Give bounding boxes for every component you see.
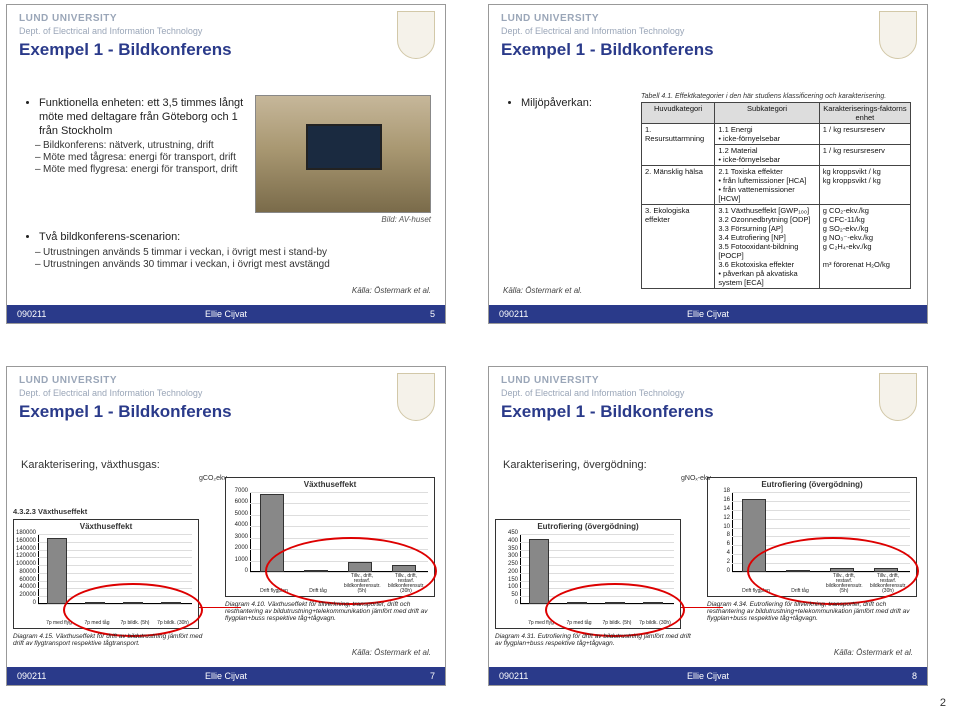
footer-page: 5 <box>430 309 435 319</box>
table-cell: 1.2 Material • icke-förnyelsebar <box>715 145 819 166</box>
footer-date: 090211 <box>499 671 528 681</box>
university-logo <box>397 373 435 421</box>
slide-title: Exempel 1 - Bildkonferens <box>501 40 915 60</box>
conference-photo <box>255 95 431 213</box>
footer-page: 7 <box>430 671 435 681</box>
footer-author: Ellie Cijvat <box>489 309 927 319</box>
slide-title: Exempel 1 - Bildkonferens <box>501 402 915 422</box>
impact-table: Huvudkategori Subkategori Karakteriserin… <box>641 102 911 289</box>
university-label: LUND UNIVERSITY <box>19 13 433 24</box>
footer-date: 090211 <box>499 309 528 319</box>
slide-footer: 090211 Ellie Cijvat 7 <box>7 667 445 685</box>
slide-body: Karakterisering, övergödning: Eutrofieri… <box>489 455 927 661</box>
department-label: Dept. of Electrical and Information Tech… <box>501 26 915 36</box>
slide-footer: 090211 Ellie Cijvat 8 <box>489 667 927 685</box>
table-cell: 3. Ekologiska effekter <box>642 205 715 289</box>
sub-bullet: Utrustningen används 30 timmar i veckan,… <box>35 259 401 270</box>
chart-title: Eutrofiering (övergödning) <box>708 480 916 489</box>
footer-date: 090211 <box>17 309 46 319</box>
university-label: LUND UNIVERSITY <box>501 13 915 24</box>
chart-caption: Diagram 4.10. Växthuseffekt för tillverk… <box>225 601 435 622</box>
chart-title: Växthuseffekt <box>14 522 198 531</box>
bullet: Två bildkonferens-scenarion: <box>39 231 401 245</box>
table-cell: g CO₂-ekv./kg g CFC-11/kg g SO₂-ekv./kg … <box>819 205 910 289</box>
slide-footer: 090211 Ellie Cijvat 5 <box>7 305 445 323</box>
sub-bullet: Möte med tågresa: energi för transport, … <box>35 152 247 163</box>
slide-footer: 090211 Ellie Cijvat 6 <box>489 305 927 323</box>
y-axis-label: gNOₓ-ekv <box>681 475 711 482</box>
table-caption: Tabell 4.1. Effektkategorier i den här s… <box>641 93 919 100</box>
bullet: Miljöpåverkan: <box>521 97 643 111</box>
chart-title: Växthuseffekt <box>226 480 434 489</box>
table-cell: 1.1 Energi • icke-förnyelsebar <box>715 124 819 145</box>
footer-author: Ellie Cijvat <box>7 671 445 681</box>
slide-8: LUND UNIVERSITY Dept. of Electrical and … <box>488 366 928 686</box>
subtitle: Karakterisering, växthusgas: <box>21 459 431 471</box>
slide-body: Karakterisering, växthusgas: Växthuseffe… <box>7 455 445 661</box>
photo-caption: Bild: AV-huset <box>381 215 431 224</box>
source-label: Källa: Östermark et al. <box>352 286 431 295</box>
department-label: Dept. of Electrical and Information Tech… <box>19 26 433 36</box>
chart-caption: Diagram 4.15. Växthuseffekt för drift av… <box>13 633 213 647</box>
table-head: Karakteriserings-faktorns enhet <box>819 103 910 124</box>
department-label: Dept. of Electrical and Information Tech… <box>501 388 915 398</box>
table-cell: 1 / kg resursreserv <box>819 145 910 166</box>
university-logo <box>879 373 917 421</box>
page-number: 2 <box>940 697 946 709</box>
chart-title: Eutrofiering (övergödning) <box>496 522 680 531</box>
department-label: Dept. of Electrical and Information Tech… <box>19 388 433 398</box>
highlight-oval <box>545 583 685 637</box>
table-cell: 3.1 Växthuseffekt [GWP₁₀₀] 3.2 Ozonnedbr… <box>715 205 819 289</box>
chart-caption: Diagram 4.31. Eutrofiering för drift av … <box>495 633 695 647</box>
source-label: Källa: Östermark et al. <box>503 286 582 295</box>
source-label: Källa: Östermark et al. <box>834 648 913 657</box>
highlight-oval <box>265 537 437 605</box>
university-label: LUND UNIVERSITY <box>19 375 433 386</box>
subtitle: Karakterisering, övergödning: <box>503 459 913 471</box>
table-head: Huvudkategori <box>642 103 715 124</box>
university-logo <box>879 11 917 59</box>
sub-bullet: Utrustningen används 5 timmar i veckan, … <box>35 247 401 258</box>
connector-line <box>681 607 723 608</box>
university-logo <box>397 11 435 59</box>
chart-caption: Diagram 4.34. Eutrofiering för tillverkn… <box>707 601 917 622</box>
connector-line <box>199 607 241 608</box>
slide-title: Exempel 1 - Bildkonferens <box>19 402 433 422</box>
footer-date: 090211 <box>17 671 46 681</box>
slide-5: LUND UNIVERSITY Dept. of Electrical and … <box>6 4 446 324</box>
slide-6: LUND UNIVERSITY Dept. of Electrical and … <box>488 4 928 324</box>
y-axis-label: gCO₂ekv <box>199 475 227 482</box>
highlight-oval <box>63 583 203 637</box>
slide-header: LUND UNIVERSITY Dept. of Electrical and … <box>489 367 927 455</box>
slide-body: Funktionella enheten: ett 3,5 timmes lån… <box>7 93 445 299</box>
university-label: LUND UNIVERSITY <box>501 375 915 386</box>
table-head: Subkategori <box>715 103 819 124</box>
table-cell: 2.1 Toxiska effekter • från luftemission… <box>715 166 819 205</box>
slide-header: LUND UNIVERSITY Dept. of Electrical and … <box>7 5 445 93</box>
section-heading: 4.3.2.3 Växthuseffekt <box>13 507 87 516</box>
table-cell: 1. Resursuttarmning <box>642 124 715 166</box>
bullet: Funktionella enheten: ett 3,5 timmes lån… <box>39 97 247 138</box>
source-label: Källa: Östermark et al. <box>352 648 431 657</box>
footer-author: Ellie Cijvat <box>7 309 445 319</box>
sub-bullet: Möte med flygresa: energi för transport,… <box>35 164 247 175</box>
table-cell: 2. Mänsklig hälsa <box>642 166 715 205</box>
slide-header: LUND UNIVERSITY Dept. of Electrical and … <box>489 5 927 93</box>
footer-author: Ellie Cijvat <box>489 671 927 681</box>
slide-7: LUND UNIVERSITY Dept. of Electrical and … <box>6 366 446 686</box>
highlight-oval <box>747 537 919 605</box>
slide-title: Exempel 1 - Bildkonferens <box>19 40 433 60</box>
table-cell: 1 / kg resursreserv <box>819 124 910 145</box>
slide-header: LUND UNIVERSITY Dept. of Electrical and … <box>7 367 445 455</box>
sub-bullet: Bildkonferens: nätverk, utrustning, drif… <box>35 140 247 151</box>
table-cell: kg kroppsvikt / kg kg kroppsvikt / kg <box>819 166 910 205</box>
footer-page: 8 <box>912 671 917 681</box>
slide-body: Miljöpåverkan: Tabell 4.1. Effektkategor… <box>489 93 927 299</box>
